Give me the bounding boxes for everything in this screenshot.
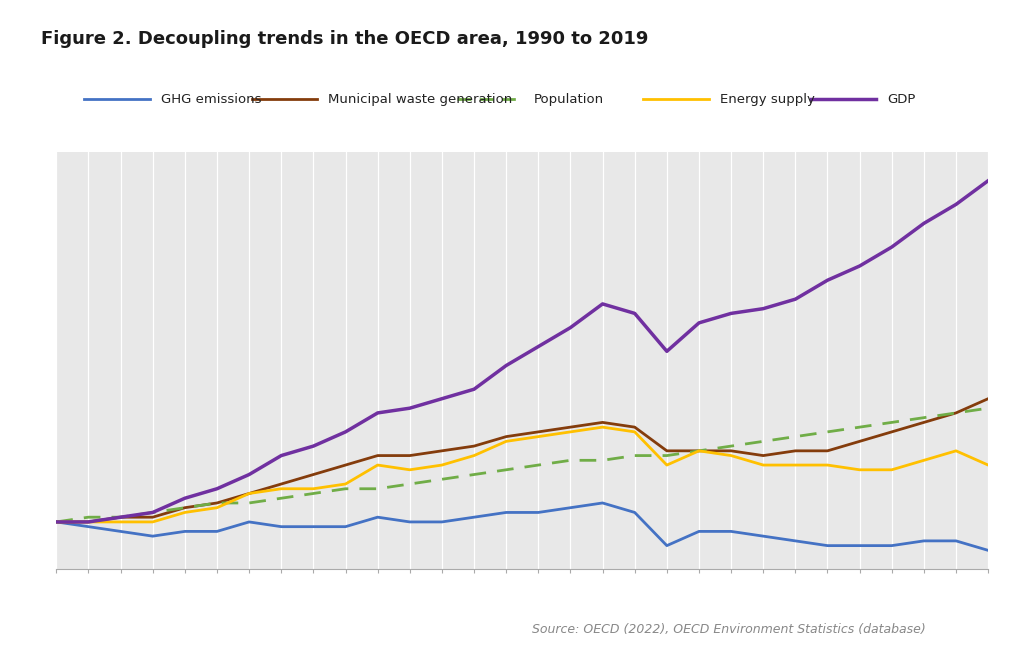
Text: Figure 2. Decoupling trends in the OECD area, 1990 to 2019: Figure 2. Decoupling trends in the OECD …	[41, 30, 648, 48]
Text: Population: Population	[534, 93, 603, 106]
Text: GDP: GDP	[888, 93, 915, 106]
Text: Municipal waste generation: Municipal waste generation	[329, 93, 513, 106]
Text: Energy supply: Energy supply	[720, 93, 815, 106]
Text: GHG emissions: GHG emissions	[161, 93, 261, 106]
Text: Source: OECD (2022), OECD Environment Statistics (database): Source: OECD (2022), OECD Environment St…	[532, 622, 927, 636]
